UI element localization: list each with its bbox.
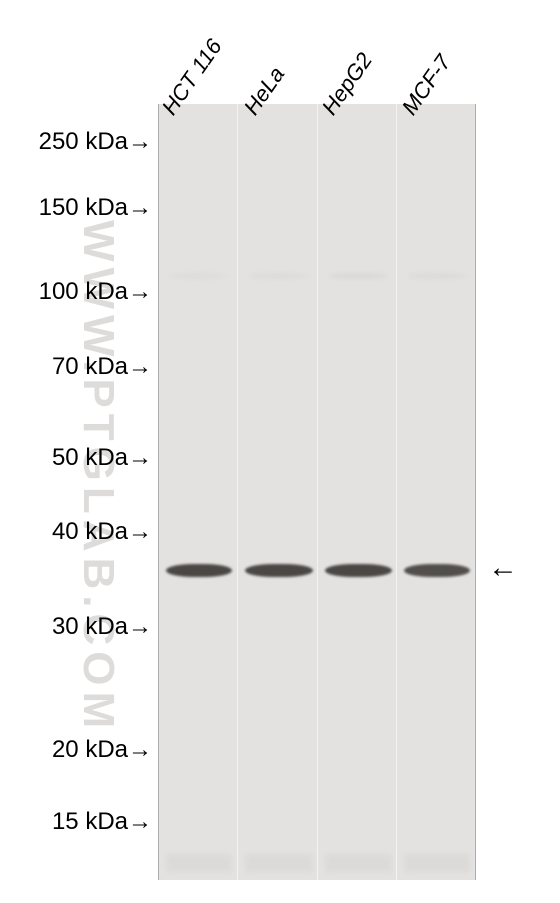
mw-marker: 150 kDa→ [20,194,152,222]
dye-front [245,854,313,872]
mw-marker: 20 kDa→ [34,736,152,764]
faint-band [248,273,308,279]
arrow-icon: → [128,518,152,546]
arrow-icon: → [128,808,152,836]
arrow-icon: → [128,128,152,156]
mw-marker: 50 kDa→ [34,444,152,472]
lane-separator [237,104,238,880]
mw-value: 40 kDa [52,518,128,545]
mw-marker: 100 kDa→ [20,278,152,306]
mw-value: 50 kDa [52,444,128,471]
mw-value: 30 kDa [52,613,128,640]
mw-value: 20 kDa [52,736,128,763]
mw-value: 250 kDa [39,128,128,155]
target-band [325,564,392,577]
faint-band [168,273,228,279]
mw-value: 15 kDa [52,808,128,835]
lane-separator [396,104,397,880]
arrow-icon: → [128,444,152,472]
mw-value: 150 kDa [39,194,128,221]
target-band [245,564,313,577]
arrow-icon: → [128,278,152,306]
mw-marker: 30 kDa→ [34,613,152,641]
mw-value: 70 kDa [52,353,128,380]
target-band [166,564,232,577]
dye-front [404,854,470,872]
faint-band [328,273,388,279]
arrow-icon: → [128,353,152,381]
arrow-icon: → [128,613,152,641]
arrow-icon: → [128,736,152,764]
mw-marker: 250 kDa→ [20,128,152,156]
mw-value: 100 kDa [39,278,128,305]
mw-marker: 70 kDa→ [34,353,152,381]
faint-band [407,273,467,279]
arrow-icon: → [128,194,152,222]
dye-front [166,854,232,872]
target-arrow-icon: ← [488,553,518,583]
target-band [404,564,470,577]
mw-marker: 15 kDa→ [34,808,152,836]
western-blot-figure: WWW.PTGLAB.COM HCT 116 HeLa HepG2 MCF-7 … [0,0,560,903]
mw-marker: 40 kDa→ [34,518,152,546]
lane-separator [317,104,318,880]
dye-front [325,854,392,872]
